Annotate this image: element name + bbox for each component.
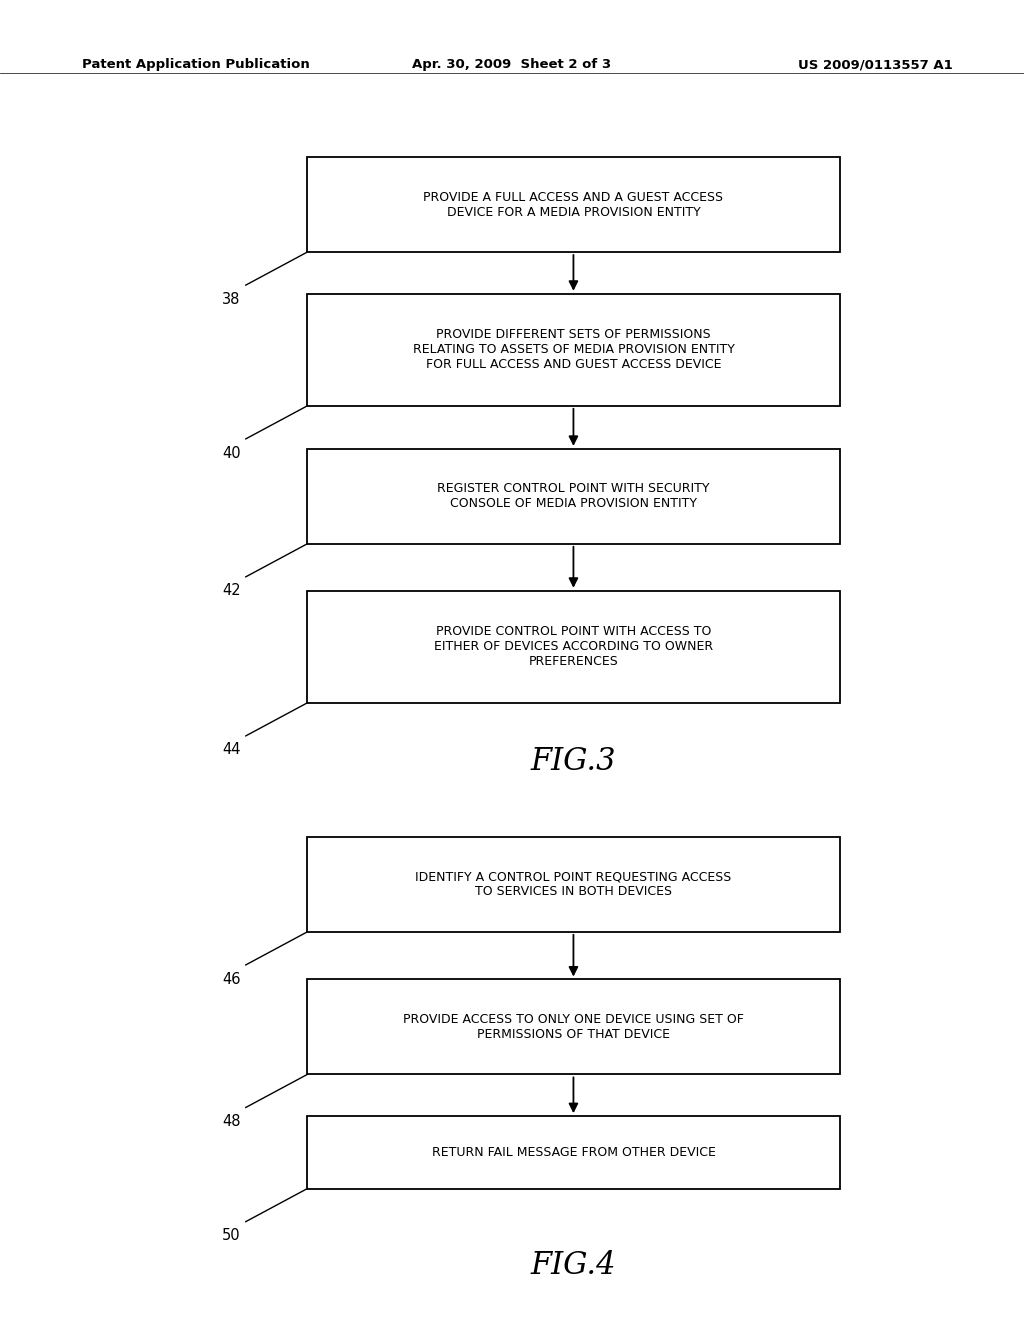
Text: 38: 38 [222,292,241,306]
Text: RETURN FAIL MESSAGE FROM OTHER DEVICE: RETURN FAIL MESSAGE FROM OTHER DEVICE [431,1146,716,1159]
Bar [307,837,840,932]
Text: 46: 46 [222,972,241,986]
Text: Apr. 30, 2009  Sheet 2 of 3: Apr. 30, 2009 Sheet 2 of 3 [413,58,611,71]
Bar [307,294,840,407]
Text: 44: 44 [222,742,241,758]
Text: US 2009/0113557 A1: US 2009/0113557 A1 [798,58,952,71]
Text: PROVIDE CONTROL POINT WITH ACCESS TO
EITHER OF DEVICES ACCORDING TO OWNER
PREFER: PROVIDE CONTROL POINT WITH ACCESS TO EIT… [434,626,713,668]
Text: PROVIDE A FULL ACCESS AND A GUEST ACCESS
DEVICE FOR A MEDIA PROVISION ENTITY: PROVIDE A FULL ACCESS AND A GUEST ACCESS… [424,190,723,219]
Text: FIG.4: FIG.4 [530,1250,616,1280]
Text: 40: 40 [222,446,241,461]
Bar [307,591,840,702]
Text: REGISTER CONTROL POINT WITH SECURITY
CONSOLE OF MEDIA PROVISION ENTITY: REGISTER CONTROL POINT WITH SECURITY CON… [437,482,710,511]
Text: PROVIDE ACCESS TO ONLY ONE DEVICE USING SET OF
PERMISSIONS OF THAT DEVICE: PROVIDE ACCESS TO ONLY ONE DEVICE USING … [403,1012,743,1041]
Bar [307,1117,840,1188]
Text: Patent Application Publication: Patent Application Publication [82,58,309,71]
Bar [307,979,840,1074]
Text: 48: 48 [222,1114,241,1129]
Text: IDENTIFY A CONTROL POINT REQUESTING ACCESS
TO SERVICES IN BOTH DEVICES: IDENTIFY A CONTROL POINT REQUESTING ACCE… [416,870,731,899]
Text: 42: 42 [222,583,241,598]
Text: FIG.3: FIG.3 [530,746,616,776]
Bar [307,157,840,252]
Text: PROVIDE DIFFERENT SETS OF PERMISSIONS
RELATING TO ASSETS OF MEDIA PROVISION ENTI: PROVIDE DIFFERENT SETS OF PERMISSIONS RE… [413,329,734,371]
Text: 50: 50 [222,1228,241,1243]
Bar [307,449,840,544]
